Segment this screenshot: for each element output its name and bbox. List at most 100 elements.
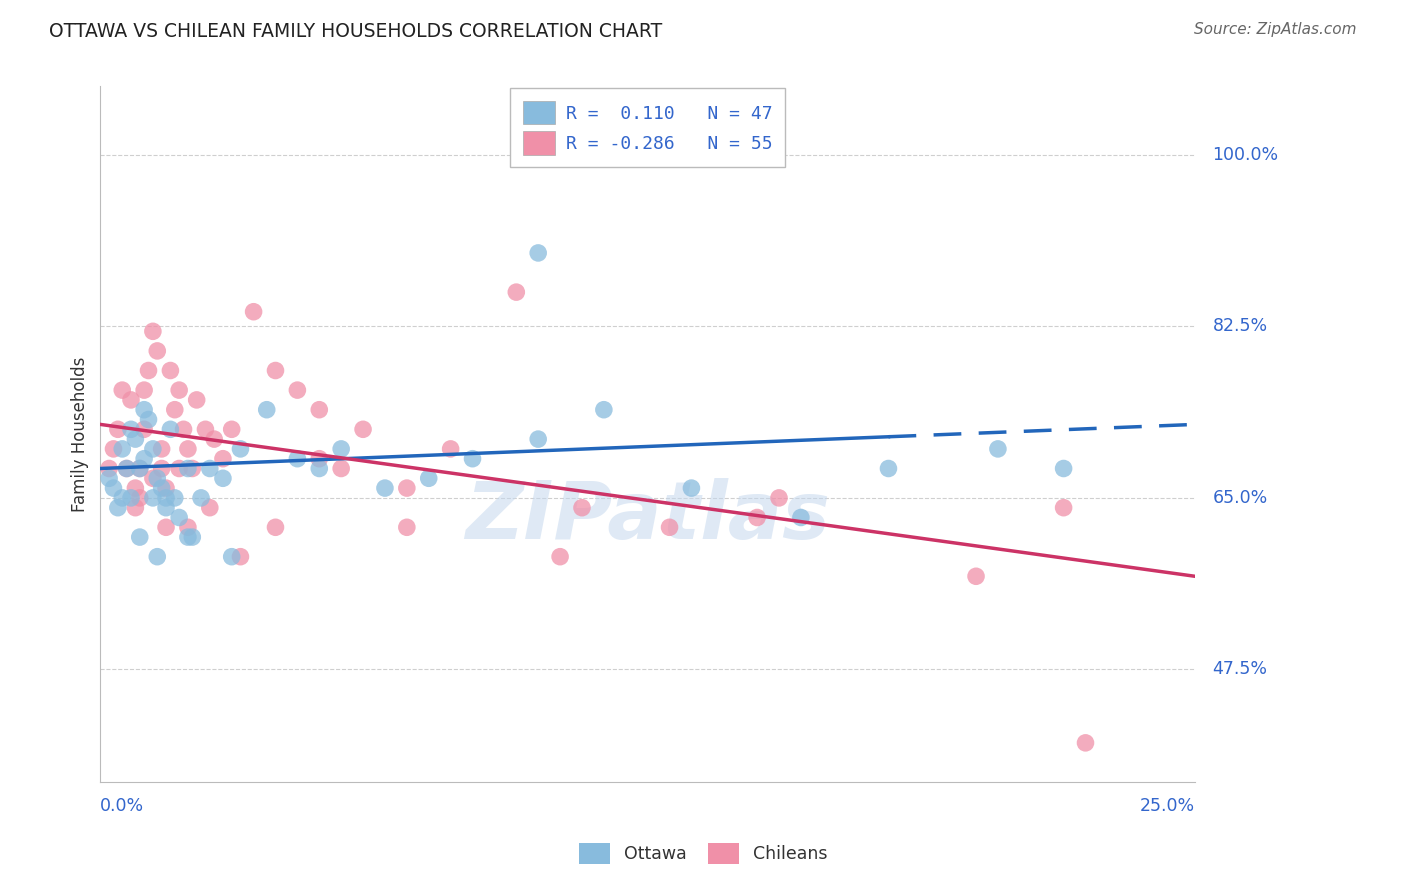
Text: 25.0%: 25.0% <box>1140 797 1195 814</box>
Point <box>146 549 169 564</box>
Point <box>527 432 550 446</box>
Point <box>146 343 169 358</box>
Point <box>181 530 204 544</box>
Point <box>124 500 146 515</box>
Point <box>440 442 463 456</box>
Point <box>167 461 190 475</box>
Point <box>256 402 278 417</box>
Text: 82.5%: 82.5% <box>1212 318 1268 335</box>
Point <box>181 461 204 475</box>
Point <box>527 246 550 260</box>
Point <box>134 383 156 397</box>
Point <box>177 520 200 534</box>
Point <box>571 500 593 515</box>
Point <box>111 491 134 505</box>
Point <box>1074 736 1097 750</box>
Point <box>142 442 165 456</box>
Point <box>395 481 418 495</box>
Point <box>202 432 225 446</box>
Text: OTTAWA VS CHILEAN FAMILY HOUSEHOLDS CORRELATION CHART: OTTAWA VS CHILEAN FAMILY HOUSEHOLDS CORR… <box>49 22 662 41</box>
Point <box>159 363 181 377</box>
Point <box>287 383 309 397</box>
Point <box>548 549 571 564</box>
Point <box>212 471 235 485</box>
Point <box>877 461 900 475</box>
Point <box>1052 500 1074 515</box>
Point <box>146 471 169 485</box>
Point <box>229 549 252 564</box>
Text: 65.0%: 65.0% <box>1212 489 1268 507</box>
Point <box>212 451 235 466</box>
Point <box>592 402 614 417</box>
Point <box>134 422 156 436</box>
Point <box>134 451 156 466</box>
Point <box>142 491 165 505</box>
Point <box>167 383 190 397</box>
Point <box>173 422 195 436</box>
Point <box>768 491 790 505</box>
Legend: Ottawa, Chileans: Ottawa, Chileans <box>571 834 835 872</box>
Point <box>264 520 287 534</box>
Point <box>155 520 177 534</box>
Point <box>98 471 121 485</box>
Point <box>138 412 160 426</box>
Text: Source: ZipAtlas.com: Source: ZipAtlas.com <box>1194 22 1357 37</box>
Point <box>658 520 681 534</box>
Point <box>120 491 142 505</box>
Point <box>115 461 138 475</box>
Point <box>395 520 418 534</box>
Point <box>111 383 134 397</box>
Point <box>177 530 200 544</box>
Point <box>103 481 125 495</box>
Y-axis label: Family Households: Family Households <box>72 357 89 512</box>
Point <box>142 324 165 338</box>
Point <box>103 442 125 456</box>
Point <box>330 442 353 456</box>
Point <box>681 481 703 495</box>
Point <box>142 471 165 485</box>
Point <box>229 442 252 456</box>
Point <box>418 471 440 485</box>
Point <box>790 510 813 524</box>
Point <box>198 461 221 475</box>
Point <box>1052 461 1074 475</box>
Point <box>124 432 146 446</box>
Point <box>505 285 527 299</box>
Legend: R =  0.110   N = 47, R = -0.286   N = 55: R = 0.110 N = 47, R = -0.286 N = 55 <box>510 88 786 168</box>
Point <box>98 461 121 475</box>
Point <box>330 461 353 475</box>
Point <box>128 461 150 475</box>
Point <box>190 491 212 505</box>
Text: 0.0%: 0.0% <box>100 797 145 814</box>
Point <box>221 549 243 564</box>
Point <box>155 491 177 505</box>
Text: 100.0%: 100.0% <box>1212 146 1278 164</box>
Point <box>186 392 208 407</box>
Point <box>177 442 200 456</box>
Point <box>242 304 264 318</box>
Point <box>128 530 150 544</box>
Point <box>374 481 396 495</box>
Point <box>745 510 768 524</box>
Point <box>115 461 138 475</box>
Point <box>107 500 129 515</box>
Point <box>150 461 173 475</box>
Point <box>221 422 243 436</box>
Point <box>155 481 177 495</box>
Point <box>163 402 186 417</box>
Point <box>120 422 142 436</box>
Point <box>155 500 177 515</box>
Point <box>150 481 173 495</box>
Text: ZIPatlas: ZIPatlas <box>465 478 830 557</box>
Point <box>107 422 129 436</box>
Point <box>159 422 181 436</box>
Point <box>128 491 150 505</box>
Point <box>308 402 330 417</box>
Point <box>308 451 330 466</box>
Point <box>167 510 190 524</box>
Point <box>150 442 173 456</box>
Point <box>461 451 484 466</box>
Point <box>111 442 134 456</box>
Point <box>194 422 217 436</box>
Point <box>264 363 287 377</box>
